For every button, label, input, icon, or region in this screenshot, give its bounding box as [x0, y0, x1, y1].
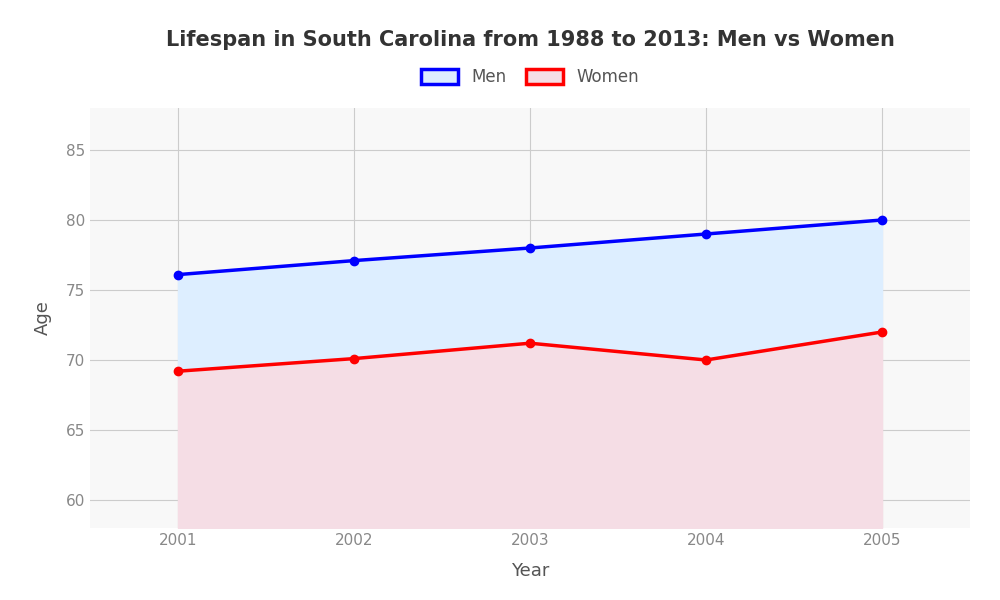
Y-axis label: Age: Age	[34, 301, 52, 335]
Legend: Men, Women: Men, Women	[414, 62, 646, 93]
Title: Lifespan in South Carolina from 1988 to 2013: Men vs Women: Lifespan in South Carolina from 1988 to …	[166, 29, 894, 49]
X-axis label: Year: Year	[511, 562, 549, 580]
